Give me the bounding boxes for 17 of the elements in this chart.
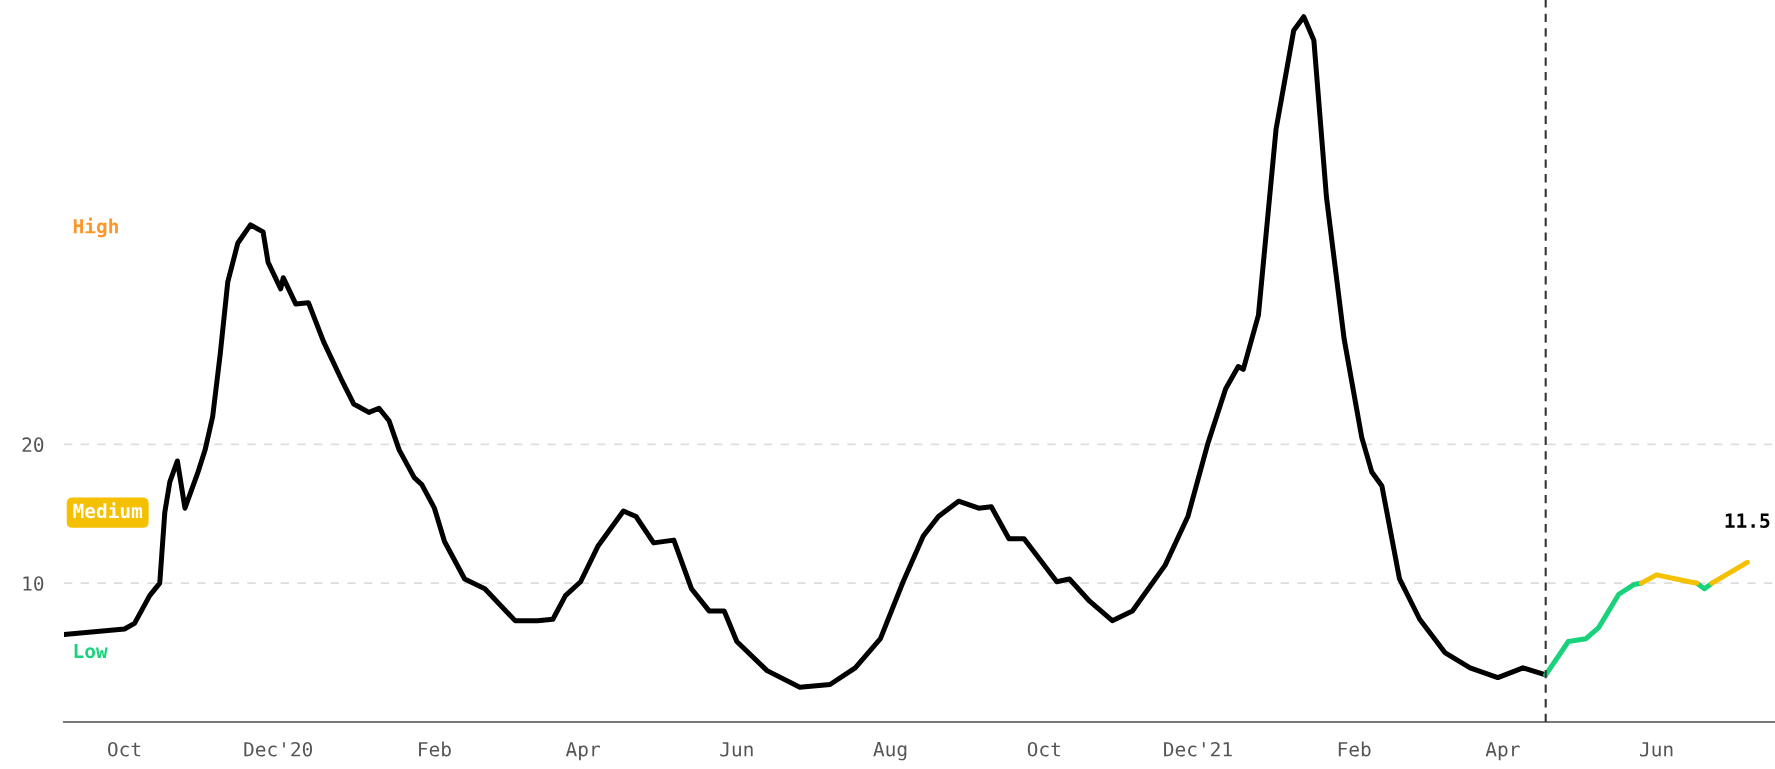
- annotation: Low: [74, 643, 108, 659]
- x-tick-label: Apr: [1485, 742, 1520, 761]
- y-tick-label: 10: [23, 576, 44, 591]
- x-tick-label: Jun: [1640, 742, 1673, 757]
- x-tick-label: Dec'20: [244, 741, 313, 757]
- annotation: Medium: [73, 502, 143, 519]
- x-tick-label: Aug: [873, 742, 907, 761]
- annotation: 11.5: [1725, 513, 1770, 528]
- x-tick-label: Jun: [720, 742, 753, 757]
- x-tick-label: Dec'21: [1164, 741, 1232, 757]
- x-tick-label: Apr: [565, 742, 600, 761]
- x-tick-label: Oct: [108, 741, 141, 757]
- x-tick-label: Feb: [419, 741, 451, 757]
- x-tick-label: Feb: [1338, 741, 1371, 757]
- annotation: High: [73, 217, 118, 238]
- y-tick-label: 20: [22, 437, 44, 453]
- x-tick-label: Oct: [1027, 741, 1060, 757]
